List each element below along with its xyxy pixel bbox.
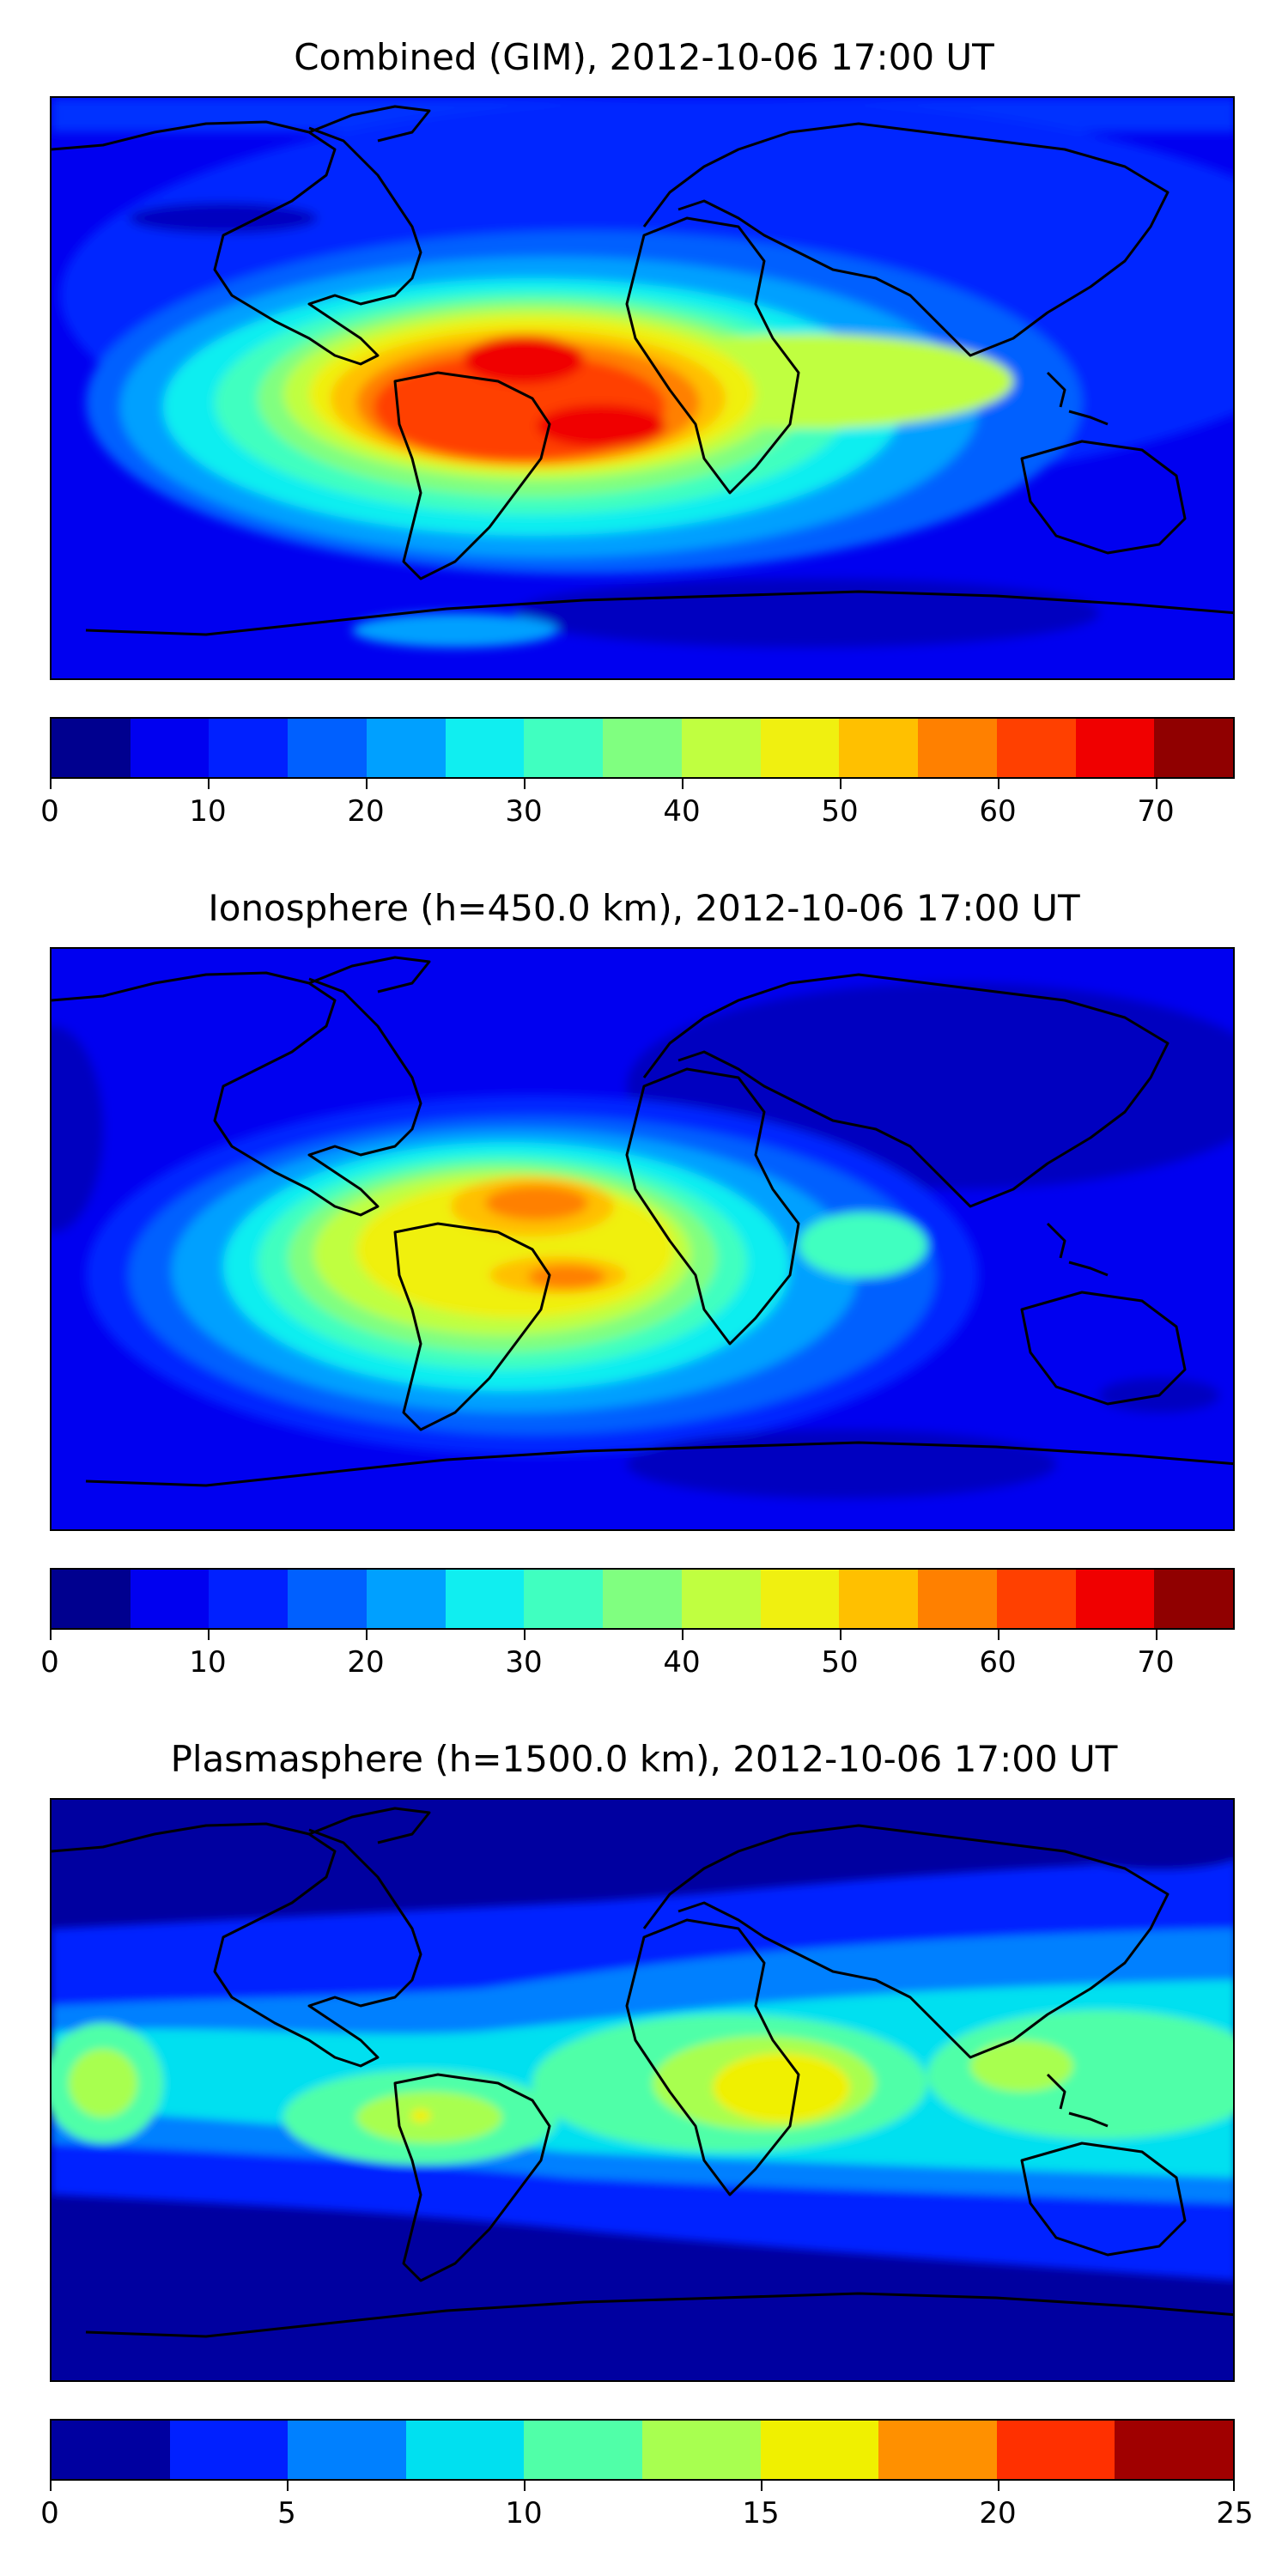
colorbar-segment — [681, 1570, 761, 1628]
colorbar-tick — [840, 779, 841, 789]
colorbar-tick — [524, 2481, 526, 2491]
map-combined — [50, 96, 1235, 680]
colorbar-segment — [524, 2421, 642, 2479]
colorbar-tick-label: 25 — [1216, 2496, 1254, 2530]
colorbar-segment — [839, 1570, 919, 1628]
colorbar-tick — [1156, 779, 1157, 789]
colorbar-tick — [50, 1630, 52, 1640]
colorbar-tick-label: 30 — [505, 794, 543, 829]
colorbar-tick — [366, 1630, 368, 1640]
colorbar-tick-label: 0 — [40, 794, 59, 829]
colorbar-segment — [760, 2421, 879, 2479]
colorbar-segment — [288, 1570, 367, 1628]
panel-title-combined: Combined (GIM), 2012-10-06 17:00 UT — [294, 36, 994, 78]
colorbar-segment — [760, 719, 840, 777]
map-ionosphere — [50, 947, 1235, 1531]
colorbar-segment — [1154, 1570, 1234, 1628]
colorbar-tick-label: 20 — [979, 2496, 1017, 2530]
colorbar-tick — [208, 1630, 210, 1640]
tec-map-ionosphere — [52, 949, 1233, 1529]
colorbar-tick — [287, 2481, 289, 2491]
colorbar-segment — [1075, 1570, 1155, 1628]
colorbar-ticks-plasmasphere: 0 5 10 15 20 25 — [40, 2481, 1254, 2532]
colorbar-segment — [996, 719, 1076, 777]
colorbar-segment — [760, 1570, 840, 1628]
colorbar-segment — [524, 1570, 604, 1628]
colorbar-segment — [1154, 719, 1234, 777]
colorbar-segment — [1115, 2421, 1233, 2479]
colorbar-tick-label: 20 — [347, 1645, 385, 1680]
colorbar-tick-label: 5 — [277, 2496, 296, 2530]
colorbar-tick — [761, 2481, 762, 2491]
colorbar-segment — [445, 719, 525, 777]
colorbar-segment — [603, 719, 682, 777]
colorbar-segment — [405, 2421, 525, 2479]
colorbar-segment — [52, 719, 131, 777]
colorbar-segment — [288, 2421, 406, 2479]
colorbar-tick — [524, 1630, 526, 1640]
colorbar-tick — [998, 779, 999, 789]
colorbar-segment — [288, 719, 367, 777]
colorbar-tick-label: 0 — [40, 2496, 59, 2530]
tec-map-combined — [52, 98, 1233, 678]
colorbar-tick-label: 10 — [189, 1645, 227, 1680]
colorbar-tick-label: 40 — [663, 1645, 701, 1680]
colorbar-tick-label: 10 — [505, 2496, 543, 2530]
colorbar-ticks-combined: 0 10 20 30 40 50 60 70 — [40, 779, 1235, 830]
tec-map-plasmasphere — [52, 1800, 1233, 2380]
colorbar-segment — [681, 719, 761, 777]
colorbar-segment — [130, 1570, 210, 1628]
colorbar-tick — [208, 779, 210, 789]
colorbar-tick-label: 70 — [1137, 794, 1175, 829]
colorbar-segment — [366, 1570, 446, 1628]
colorbar-segment — [996, 2421, 1115, 2479]
colorbar-tick-label: 0 — [40, 1645, 59, 1680]
colorbar-tick — [998, 1630, 999, 1640]
colorbar-tick — [998, 2481, 999, 2491]
colorbar-combined — [50, 717, 1235, 779]
colorbar-tick-label: 50 — [821, 1645, 859, 1680]
colorbar-tick — [682, 1630, 683, 1640]
colorbar-ionosphere — [50, 1568, 1235, 1630]
colorbar-segment — [445, 1570, 525, 1628]
colorbar-tick — [1233, 2481, 1235, 2491]
colorbar-plasmasphere — [50, 2419, 1235, 2481]
colorbar-segment — [52, 2421, 170, 2479]
colorbar-segment — [641, 2421, 761, 2479]
colorbar-tick — [50, 779, 52, 789]
colorbar-segment — [209, 719, 289, 777]
colorbar-tick — [1156, 1630, 1157, 1640]
colorbar-segment — [996, 1570, 1076, 1628]
colorbar-segment — [918, 1570, 997, 1628]
colorbar-tick — [524, 779, 526, 789]
colorbar-tick-label: 50 — [821, 794, 859, 829]
colorbar-segment — [52, 1570, 131, 1628]
panel-title-plasmasphere: Plasmasphere (h=1500.0 km), 2012-10-06 1… — [170, 1738, 1118, 1780]
colorbar-tick — [50, 2481, 52, 2491]
colorbar-segment — [524, 719, 604, 777]
colorbar-segment — [839, 719, 919, 777]
colorbar-segment — [603, 1570, 682, 1628]
colorbar-tick-label: 10 — [189, 794, 227, 829]
colorbar-tick-label: 70 — [1137, 1645, 1175, 1680]
colorbar-tick — [840, 1630, 841, 1640]
colorbar-segment — [1075, 719, 1155, 777]
colorbar-segment — [209, 1570, 289, 1628]
colorbar-tick-label: 30 — [505, 1645, 543, 1680]
colorbar-tick — [366, 779, 368, 789]
colorbar-ticks-ionosphere: 0 10 20 30 40 50 60 70 — [40, 1630, 1235, 1681]
colorbar-segment — [130, 719, 210, 777]
colorbar-tick-label: 15 — [742, 2496, 780, 2530]
colorbar-tick-label: 20 — [347, 794, 385, 829]
colorbar-tick — [682, 779, 683, 789]
colorbar-segment — [878, 2421, 997, 2479]
map-plasmasphere — [50, 1798, 1235, 2382]
panel-title-ionosphere: Ionosphere (h=450.0 km), 2012-10-06 17:0… — [208, 887, 1080, 929]
colorbar-tick-label: 60 — [979, 1645, 1017, 1680]
colorbar-segment — [169, 2421, 289, 2479]
colorbar-segment — [366, 719, 446, 777]
colorbar-tick-label: 40 — [663, 794, 701, 829]
colorbar-segment — [918, 719, 997, 777]
colorbar-tick-label: 60 — [979, 794, 1017, 829]
